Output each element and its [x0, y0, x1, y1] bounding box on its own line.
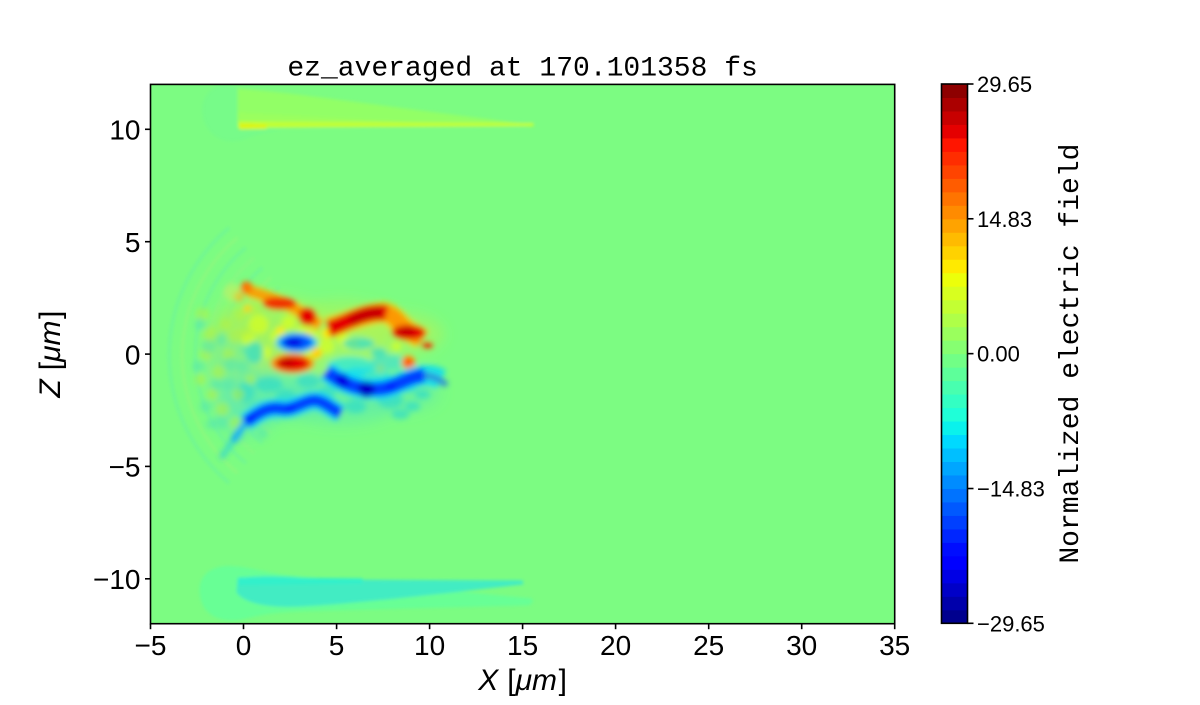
- svg-text:−14.83: −14.83: [977, 477, 1045, 502]
- svg-text:Normalized electric field: Normalized electric field: [1056, 144, 1087, 564]
- svg-text:0: 0: [236, 630, 252, 661]
- svg-text:25: 25: [693, 630, 724, 661]
- svg-text:−5: −5: [135, 630, 167, 661]
- svg-text:20: 20: [600, 630, 631, 661]
- svg-text:−5: −5: [109, 452, 141, 483]
- svg-text:14.83: 14.83: [977, 207, 1032, 232]
- svg-text:0.00: 0.00: [977, 342, 1020, 367]
- svg-text:35: 35: [879, 630, 910, 661]
- svg-text:X[μm]: X [μm]: [477, 664, 567, 697]
- svg-text:10: 10: [109, 115, 140, 146]
- svg-text:5: 5: [125, 227, 141, 258]
- svg-text:30: 30: [786, 630, 817, 661]
- svg-text:15: 15: [507, 630, 538, 661]
- svg-text:5: 5: [329, 630, 345, 661]
- svg-text:Z[μm]: Z[μm]: [34, 311, 67, 399]
- svg-text:−29.65: −29.65: [977, 611, 1045, 636]
- svg-text:ez_averaged at 170.101358 fs: ez_averaged at 170.101358 fs: [287, 54, 757, 85]
- svg-text:0: 0: [125, 339, 141, 370]
- svg-text:29.65: 29.65: [977, 72, 1032, 97]
- svg-text:−10: −10: [93, 564, 141, 595]
- svg-text:10: 10: [414, 630, 445, 661]
